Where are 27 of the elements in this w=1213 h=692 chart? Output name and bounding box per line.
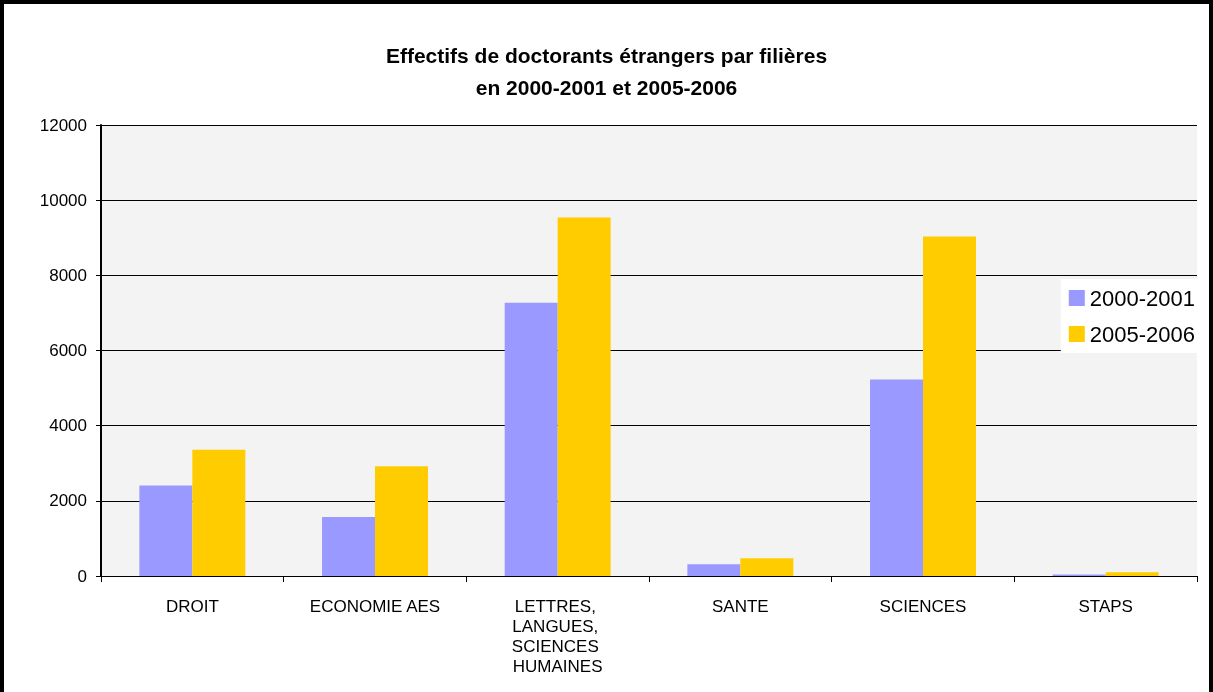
bar	[740, 558, 794, 576]
y-tick-label: 12000	[39, 115, 87, 135]
y-tick-label: 2000	[49, 491, 87, 511]
bar	[923, 236, 976, 576]
bar	[139, 485, 193, 576]
x-tick-label: SANTE	[711, 596, 769, 616]
legend-label: 2000-2001	[1089, 285, 1196, 311]
bar	[375, 466, 428, 576]
y-tick-label: 6000	[49, 341, 87, 360]
bar	[504, 302, 558, 576]
y-tick-label: 8000	[49, 265, 87, 285]
y-tick-label: 4000	[49, 416, 87, 436]
y-tick-label: 0	[77, 566, 87, 586]
legend-label: 2005-2006	[1089, 321, 1196, 347]
bar	[192, 449, 246, 576]
x-tick-label: DROIT	[165, 596, 219, 616]
bar	[687, 564, 741, 576]
bar	[870, 379, 923, 576]
x-tick-label: SCIENCES	[879, 596, 967, 616]
bar	[557, 217, 611, 576]
y-tick-label: 10000	[39, 190, 87, 210]
x-tick-label: STAPS	[1078, 596, 1133, 616]
x-tick-label: LETTRES, LANGUES, SCIENCES HUMAINES	[511, 596, 604, 676]
x-tick-label: ECONOMIE AES	[309, 596, 441, 616]
bar	[322, 516, 375, 576]
bar	[1105, 572, 1159, 576]
chart-title: Effectifs de doctorants étrangers par filières en 2000-2001 et 2005-2006	[385, 43, 828, 99]
